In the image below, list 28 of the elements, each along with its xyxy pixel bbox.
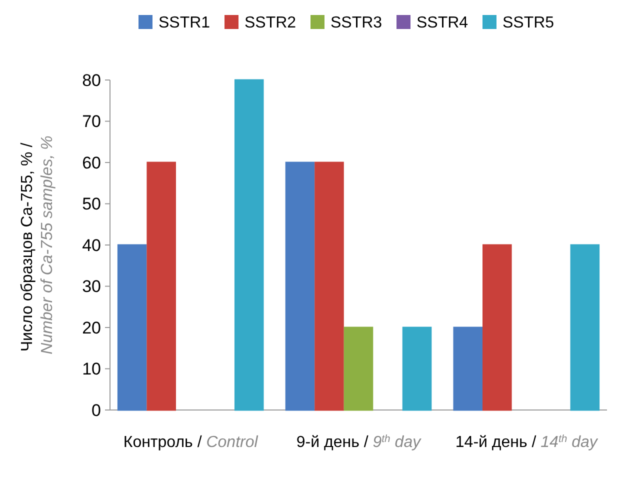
y-tick-label: 70: [82, 112, 101, 132]
y-tick-label: 10: [82, 360, 101, 379]
y-tick-label: 60: [82, 153, 101, 172]
x-tick-label: Контроль / Control: [123, 434, 258, 451]
legend-label: SSTR4: [416, 14, 468, 32]
x-tick-label: 14-й день / 14$^{th}$ day: [455, 434, 598, 451]
bar: [570, 244, 600, 411]
legend-label: SSTR5: [502, 14, 554, 32]
bar: [453, 326, 483, 411]
legend-label: SSTR1: [158, 14, 210, 32]
y-tick-label: 30: [82, 277, 101, 296]
y-tick-label: 20: [82, 318, 101, 338]
bar: [146, 162, 176, 411]
bar: [482, 244, 512, 411]
y-tick-label: 0: [92, 400, 101, 420]
bar: [117, 244, 147, 411]
bar: [234, 79, 264, 411]
bar: [402, 326, 432, 411]
bar: [344, 326, 374, 411]
x-tick-label: 9-й день / 9$^{th}$ day: [296, 434, 422, 451]
legend-label: SSTR3: [330, 14, 382, 32]
y-tick-label: 40: [82, 236, 101, 255]
bar: [285, 162, 315, 411]
y-tick-label: 50: [82, 194, 101, 214]
y-axis-title: Число образцов Ca-755, % / Number of Ca-755 samples, %: [19, 136, 56, 354]
legend-label: SSTR2: [244, 14, 296, 32]
y-tick-label: 80: [82, 70, 101, 90]
bar: [314, 162, 344, 411]
